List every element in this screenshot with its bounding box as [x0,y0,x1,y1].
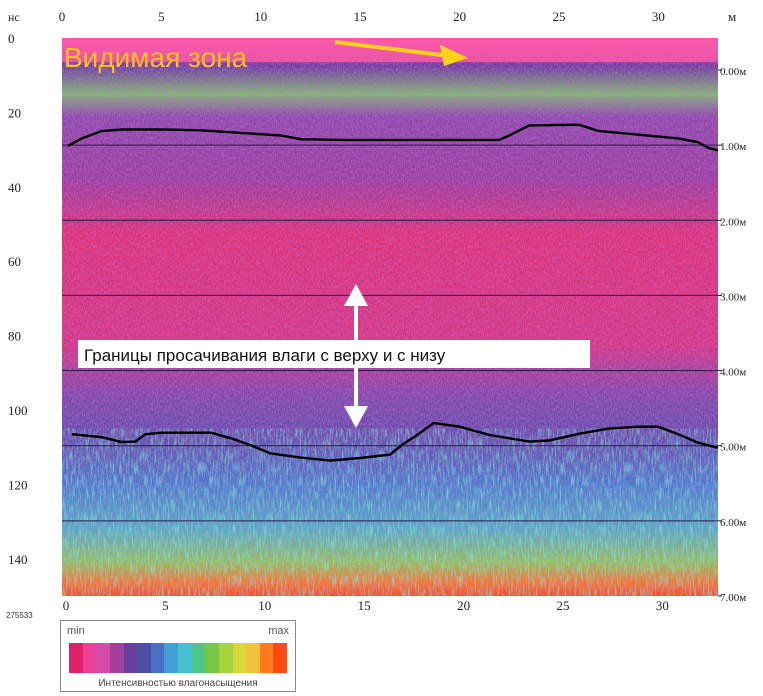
depth-tick-label: 7.00м [720,592,746,604]
y-unit-label: нс [8,10,20,24]
y-tick-label: 120 [8,477,28,492]
colorbar-swatch [205,643,219,673]
depth-tick-label: 5.00м [720,442,746,454]
depth-tick-label: 1.00м [720,141,746,153]
x-axis-top: 0 5 10 15 20 25 30 [59,9,665,24]
colorbar-swatch [273,643,287,673]
depth-tick-label: 0.00м [720,66,746,78]
colorbar [69,643,287,673]
x-tick-label-bottom: 20 [457,598,470,613]
x-tick-label-top: 25 [552,9,565,24]
depth-tick-label: 6.00м [720,517,746,529]
colorbar-swatch [150,643,165,673]
colorbar-caption: Интенсивностью влагонасыщения [98,678,258,689]
colorbar-swatch [96,643,110,673]
corner-label: 275533 [6,611,33,620]
colorbar-swatch [137,643,151,673]
x-tick-label-top: 20 [453,9,466,24]
x-tick-label-bottom: 15 [358,598,371,613]
x-tick-label-bottom: 0 [63,598,70,613]
colorbar-swatch [164,643,178,673]
visible-zone-arrow [334,40,468,66]
colorbar-swatch [178,643,192,673]
y-tick-label: 80 [8,329,21,344]
depth-tick-label: 3.00м [720,291,746,303]
x-tick-label-bottom: 10 [258,598,271,613]
x-tick-label-top: 10 [254,9,267,24]
colorbar-swatch [191,643,206,673]
colorbar-min-label: min [67,625,85,637]
depth-axis-right: 0.00м 1.00м 2.00м 3.00м 4.00м 5.00м 6.00м 7.00м [718,66,746,604]
visible-zone-label: Видимая зона [64,42,248,73]
colorbar-swatch [232,643,247,673]
depth-tick-label: 4.00м [720,367,746,379]
colorbar-legend: min max Интенсивностью влагонасыщения [60,620,296,692]
colorbar-swatch [218,643,233,673]
x-axis-bottom: 0 5 10 15 20 25 30 [63,598,669,613]
y-tick-label: 100 [8,403,28,418]
colorbar-swatch [123,643,138,673]
y-tick-label: 0 [8,31,15,46]
x-tick-label-bottom: 30 [656,598,669,613]
upper-seepage-boundary [67,123,719,152]
colorbar-swatch [69,643,83,673]
x-unit-label: м [728,9,736,24]
x-tick-label-bottom: 25 [556,598,569,613]
colorbar-swatch [82,643,97,673]
y-tick-label: 40 [8,180,21,195]
depth-gridlines [62,144,718,522]
x-tick-label-top: 30 [652,9,665,24]
colorbar-swatch [246,643,260,673]
y-tick-label: 60 [8,254,21,269]
seepage-label: Границы просачивания влаги с верху и с н… [84,346,446,365]
colorbar-swatch [109,643,124,673]
depth-tick-label: 2.00м [720,216,746,228]
y-tick-label: 140 [8,552,28,567]
y-tick-label: 20 [8,105,21,120]
seepage-label-box [78,340,590,368]
y-axis-left: 0 20 40 60 80 100 120 140 [8,31,28,567]
x-tick-label-top: 15 [354,9,367,24]
lower-seepage-boundary [71,421,719,462]
x-tick-label-bottom: 5 [162,598,169,613]
colorbar-swatch [259,643,274,673]
radargram-noise-bottom [62,428,718,596]
x-tick-label-top: 5 [158,9,165,24]
colorbar-max-label: max [268,625,289,637]
x-tick-label-top: 0 [59,9,66,24]
